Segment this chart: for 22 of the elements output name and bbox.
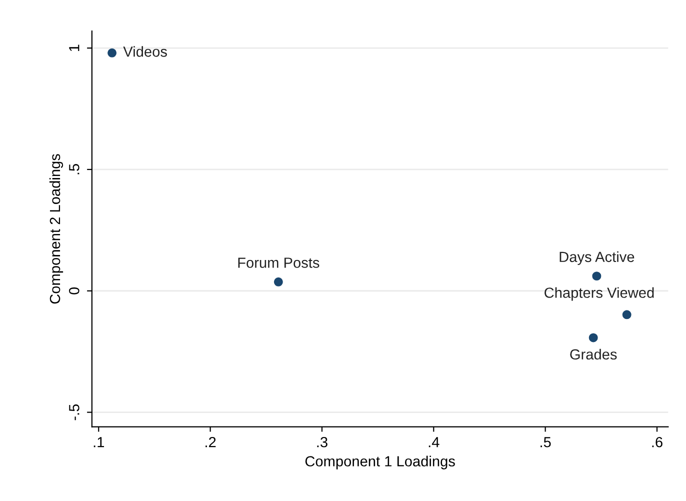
point [588,333,598,342]
x-tick-label: .5 [540,437,551,448]
x-tick-label: .6 [652,436,662,448]
y-tick-label: 1 [69,44,80,51]
annotation: Forum Posts [238,258,320,268]
point [592,272,602,281]
point [274,277,283,286]
annotation: Days Active [560,251,634,265]
y-tick-label: -.5 [69,404,80,420]
x-tick-label: .1 [94,437,104,448]
point [622,310,632,320]
annotation: Chapters Viewed [544,287,654,301]
y-tick-label: .5 [69,164,80,174]
x-tick-label: .2 [206,436,216,448]
x-tick-label: .4 [428,437,440,448]
point [108,48,117,58]
annotation: Videos [123,46,167,57]
y-axis-title: Component 2 Loadings [49,154,64,304]
y-tick-label: 0 [68,287,80,294]
x-axis-title: Component 1 Loadings [305,456,455,470]
x-tick-label: .3 [317,436,328,448]
annotation: Grades [570,348,617,360]
